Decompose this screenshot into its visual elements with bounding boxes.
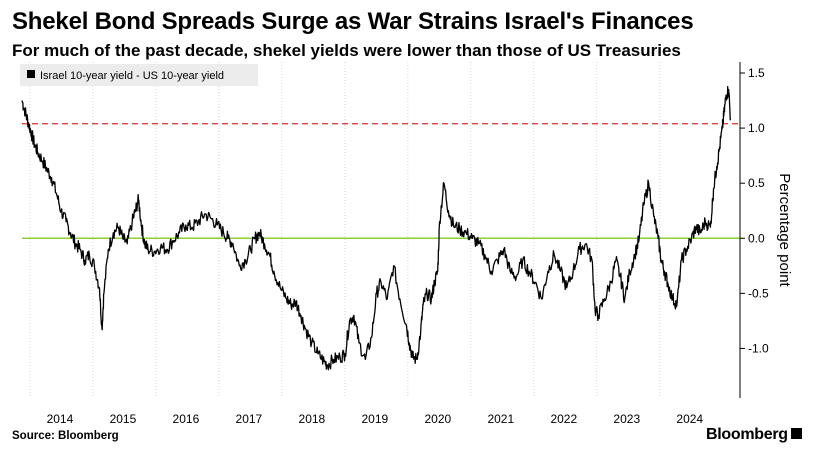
y-tick-label: 0.0 — [748, 231, 765, 245]
y-tick-label: 1.0 — [748, 121, 765, 135]
reference-lines — [22, 122, 740, 239]
legend: Israel 10-year yield - US 10-year yield — [20, 64, 258, 86]
brand-text: Bloomberg — [706, 426, 788, 443]
series-line-0 — [21, 85, 732, 371]
x-tick-label: 2021 — [487, 412, 514, 426]
x-tick-label: 2014 — [47, 412, 74, 426]
x-tick-label: 2017 — [236, 412, 263, 426]
y-tick-label: -1.0 — [748, 341, 769, 355]
y-tick-label: 0.5 — [748, 176, 765, 190]
x-tick-label: 2016 — [173, 412, 200, 426]
source-note: Source: Bloomberg — [12, 430, 119, 442]
x-tick-label: 2023 — [613, 412, 640, 426]
series-group — [21, 85, 732, 371]
brand-mark-icon — [790, 428, 802, 440]
x-tick-label: 2022 — [550, 412, 577, 426]
y-tick-label: -0.5 — [748, 286, 769, 300]
bloomberg-logo: Bloomberg — [706, 426, 802, 444]
x-tick-label: 2020 — [424, 412, 451, 426]
x-tick-label: 2015 — [110, 412, 137, 426]
x-tick-label: 2018 — [299, 412, 326, 426]
y-axis: 1.5 1.0 0.5 0.0 -0.5 -1.0 — [739, 62, 769, 398]
chart-subtitle: For much of the past decade, shekel yiel… — [12, 41, 681, 60]
gridlines — [29, 62, 661, 398]
chart-title: Shekel Bond Spreads Surge as War Strains… — [12, 8, 694, 35]
x-tick-label: 2019 — [361, 412, 388, 426]
y-tick-label: 1.5 — [748, 66, 765, 80]
x-tick-label: 2024 — [676, 412, 703, 426]
legend-box — [20, 64, 258, 86]
y-axis-label: Percentage point — [776, 173, 793, 287]
legend-label: Israel 10-year yield - US 10-year yield — [40, 70, 224, 82]
x-axis: 2014 2015 2016 2017 2018 2019 2020 2021 2022 2023… — [47, 412, 704, 426]
legend-swatch — [27, 70, 35, 78]
